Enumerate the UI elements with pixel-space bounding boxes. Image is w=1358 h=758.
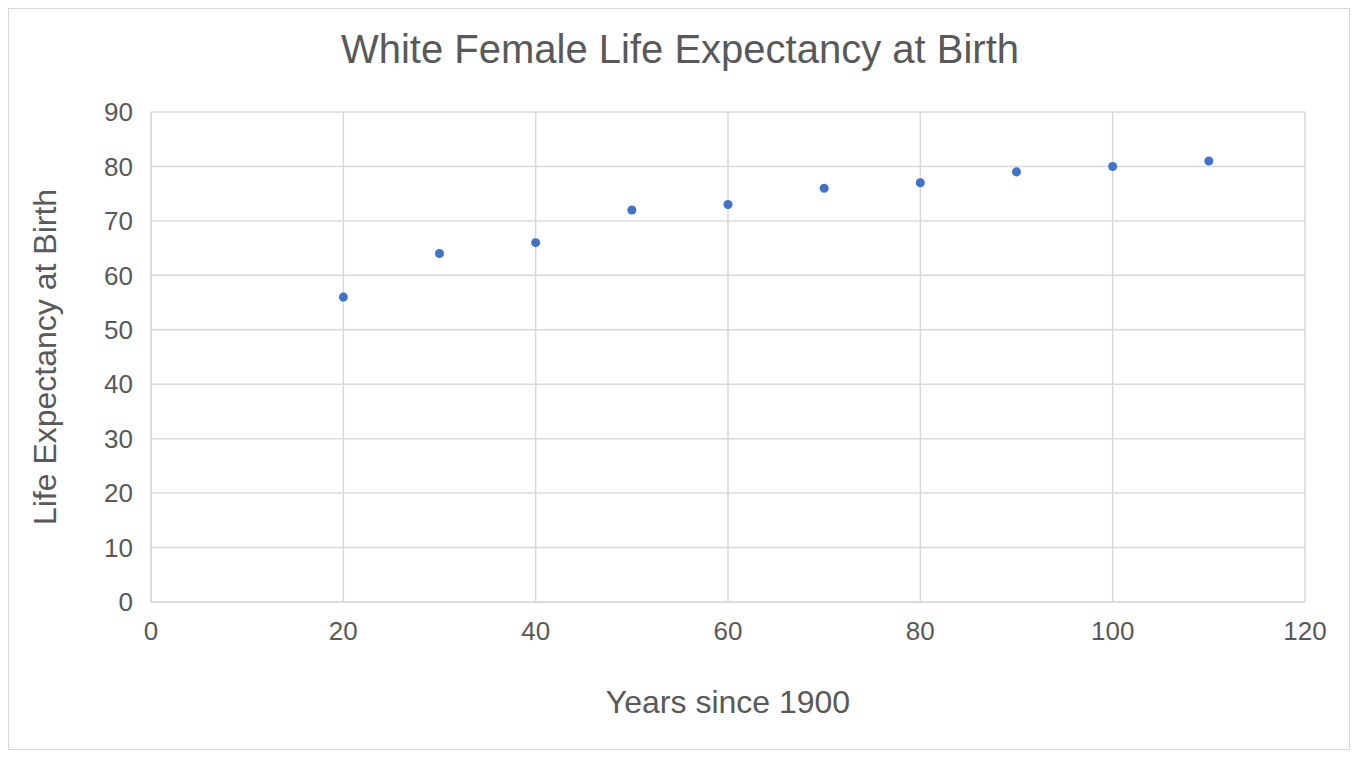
svg-text:Life Expectancy at Birth: Life Expectancy at Birth <box>27 189 63 525</box>
svg-text:50: 50 <box>104 315 133 345</box>
svg-text:80: 80 <box>906 616 935 646</box>
html-text:White Female Life Expectancy a: White Female Life Expectancy at Birth <box>341 27 1019 71</box>
svg-text:40: 40 <box>521 616 550 646</box>
svg-text:60: 60 <box>104 261 133 291</box>
svg-text:Years since 1900: Years since 1900 <box>606 684 850 720</box>
svg-text:0: 0 <box>144 616 158 646</box>
svg-text:80: 80 <box>104 152 133 182</box>
svg-text:100: 100 <box>1091 616 1134 646</box>
svg-text:10: 10 <box>104 533 133 563</box>
svg-text:20: 20 <box>104 478 133 508</box>
svg-text:20: 20 <box>329 616 358 646</box>
svg-text:90: 90 <box>104 97 133 127</box>
svg-text:120: 120 <box>1283 616 1326 646</box>
svg-text:40: 40 <box>104 369 133 399</box>
svg-text:30: 30 <box>104 424 133 454</box>
svg-text:70: 70 <box>104 206 133 236</box>
svg-text:60: 60 <box>714 616 743 646</box>
svg-text:0: 0 <box>119 587 133 617</box>
